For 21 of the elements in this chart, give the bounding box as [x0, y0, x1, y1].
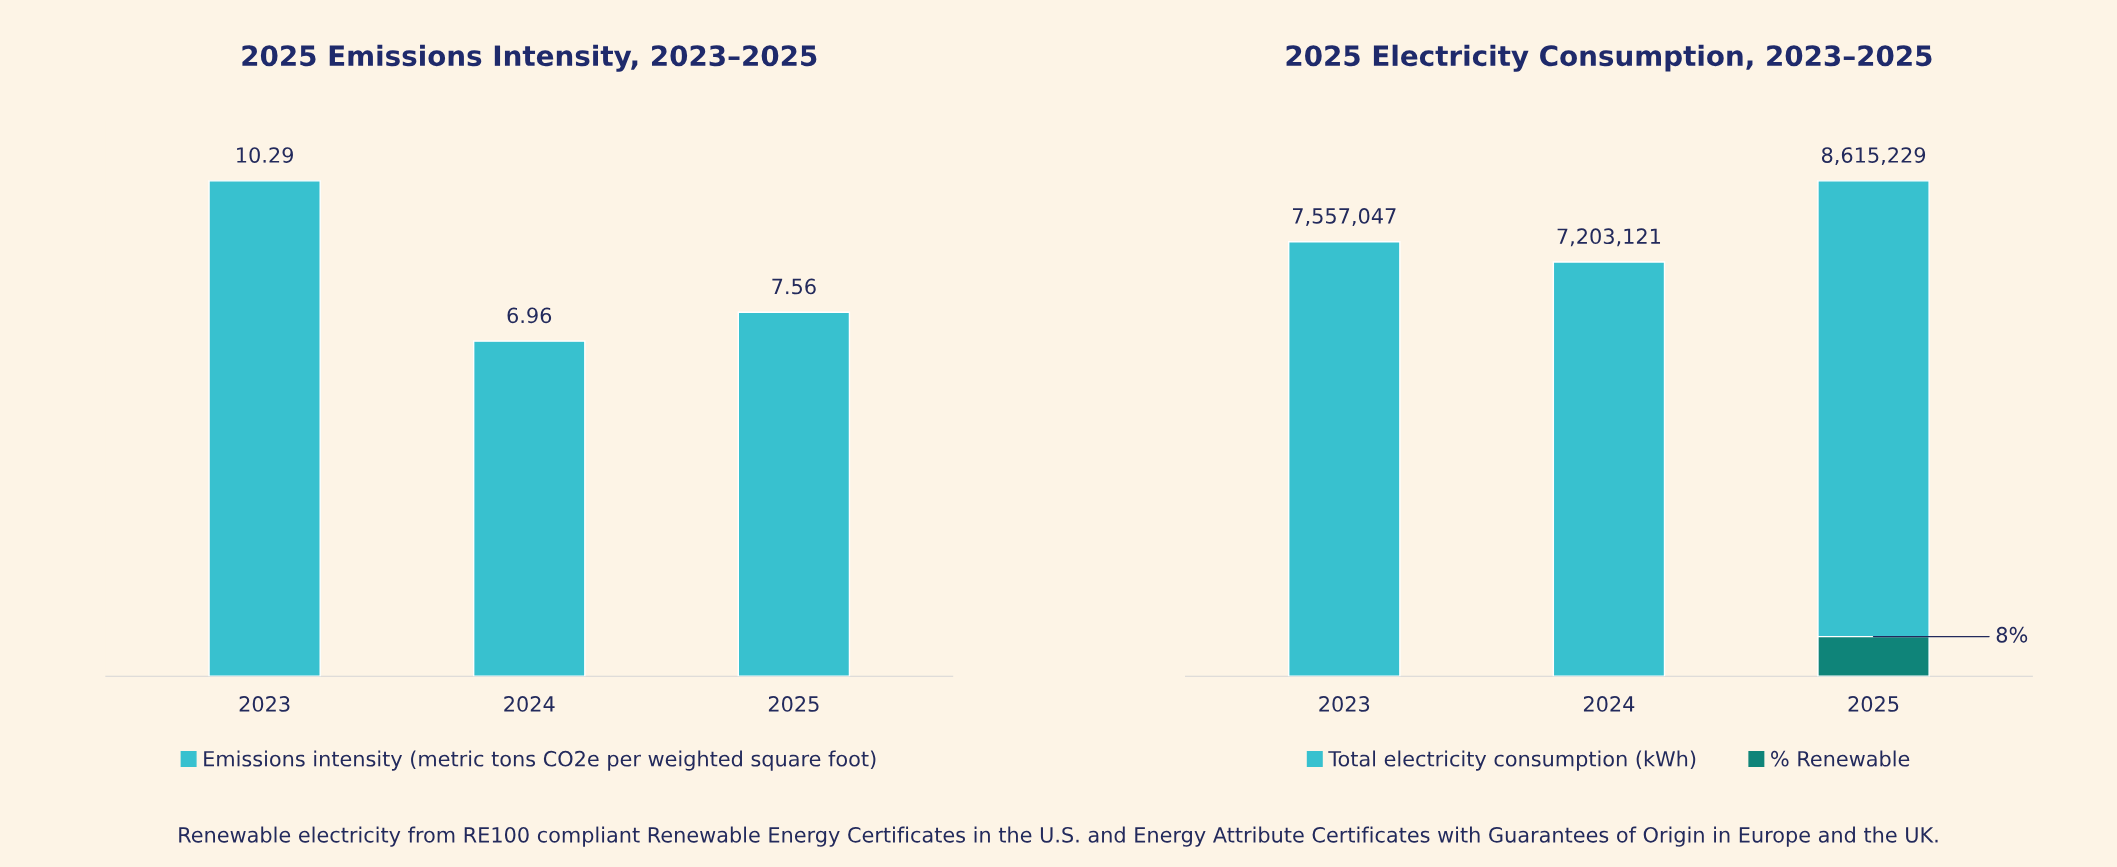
annotation: 8%: [1996, 626, 2028, 643]
x-tick-label: 2023: [1319, 696, 1370, 712]
bar: [1552, 261, 1666, 677]
x-tick-label: 2024: [504, 696, 555, 712]
data-label: 10.29: [237, 147, 293, 163]
text: Renewable electricity from RE100 compliant Renewable Energy Certificates in the U.S. and Energy Attribute Certificates with Guarantees of Origin in Europe and the UK.: [179, 826, 1938, 847]
x-tick-label: 2025: [768, 696, 819, 712]
chart-title: 2025 Emissions Intensity, 2023–2025: [242, 44, 817, 72]
data-label: 7,557,047: [1292, 208, 1396, 226]
data-label: 8,615,229: [1821, 147, 1926, 166]
data-label: 7.56: [772, 278, 816, 295]
x-tick-label: 2025: [1848, 696, 1899, 712]
bar: [1288, 240, 1401, 677]
data-label: 6.96: [507, 307, 552, 324]
data-label: 7,203,121: [1557, 228, 1661, 247]
legend-label: Emissions intensity (metric tons CO2e per weighted square foot): [204, 750, 876, 771]
legend-label: % Renewable: [1771, 750, 1910, 767]
legend-label: Total electricity consumption (kWh): [1328, 750, 1696, 771]
x-tick-label: 2023: [239, 696, 290, 712]
chart-title: 2025 Electricity Consumption, 2023–2025: [1286, 44, 1932, 72]
x-tick-label: 2024: [1583, 696, 1635, 712]
